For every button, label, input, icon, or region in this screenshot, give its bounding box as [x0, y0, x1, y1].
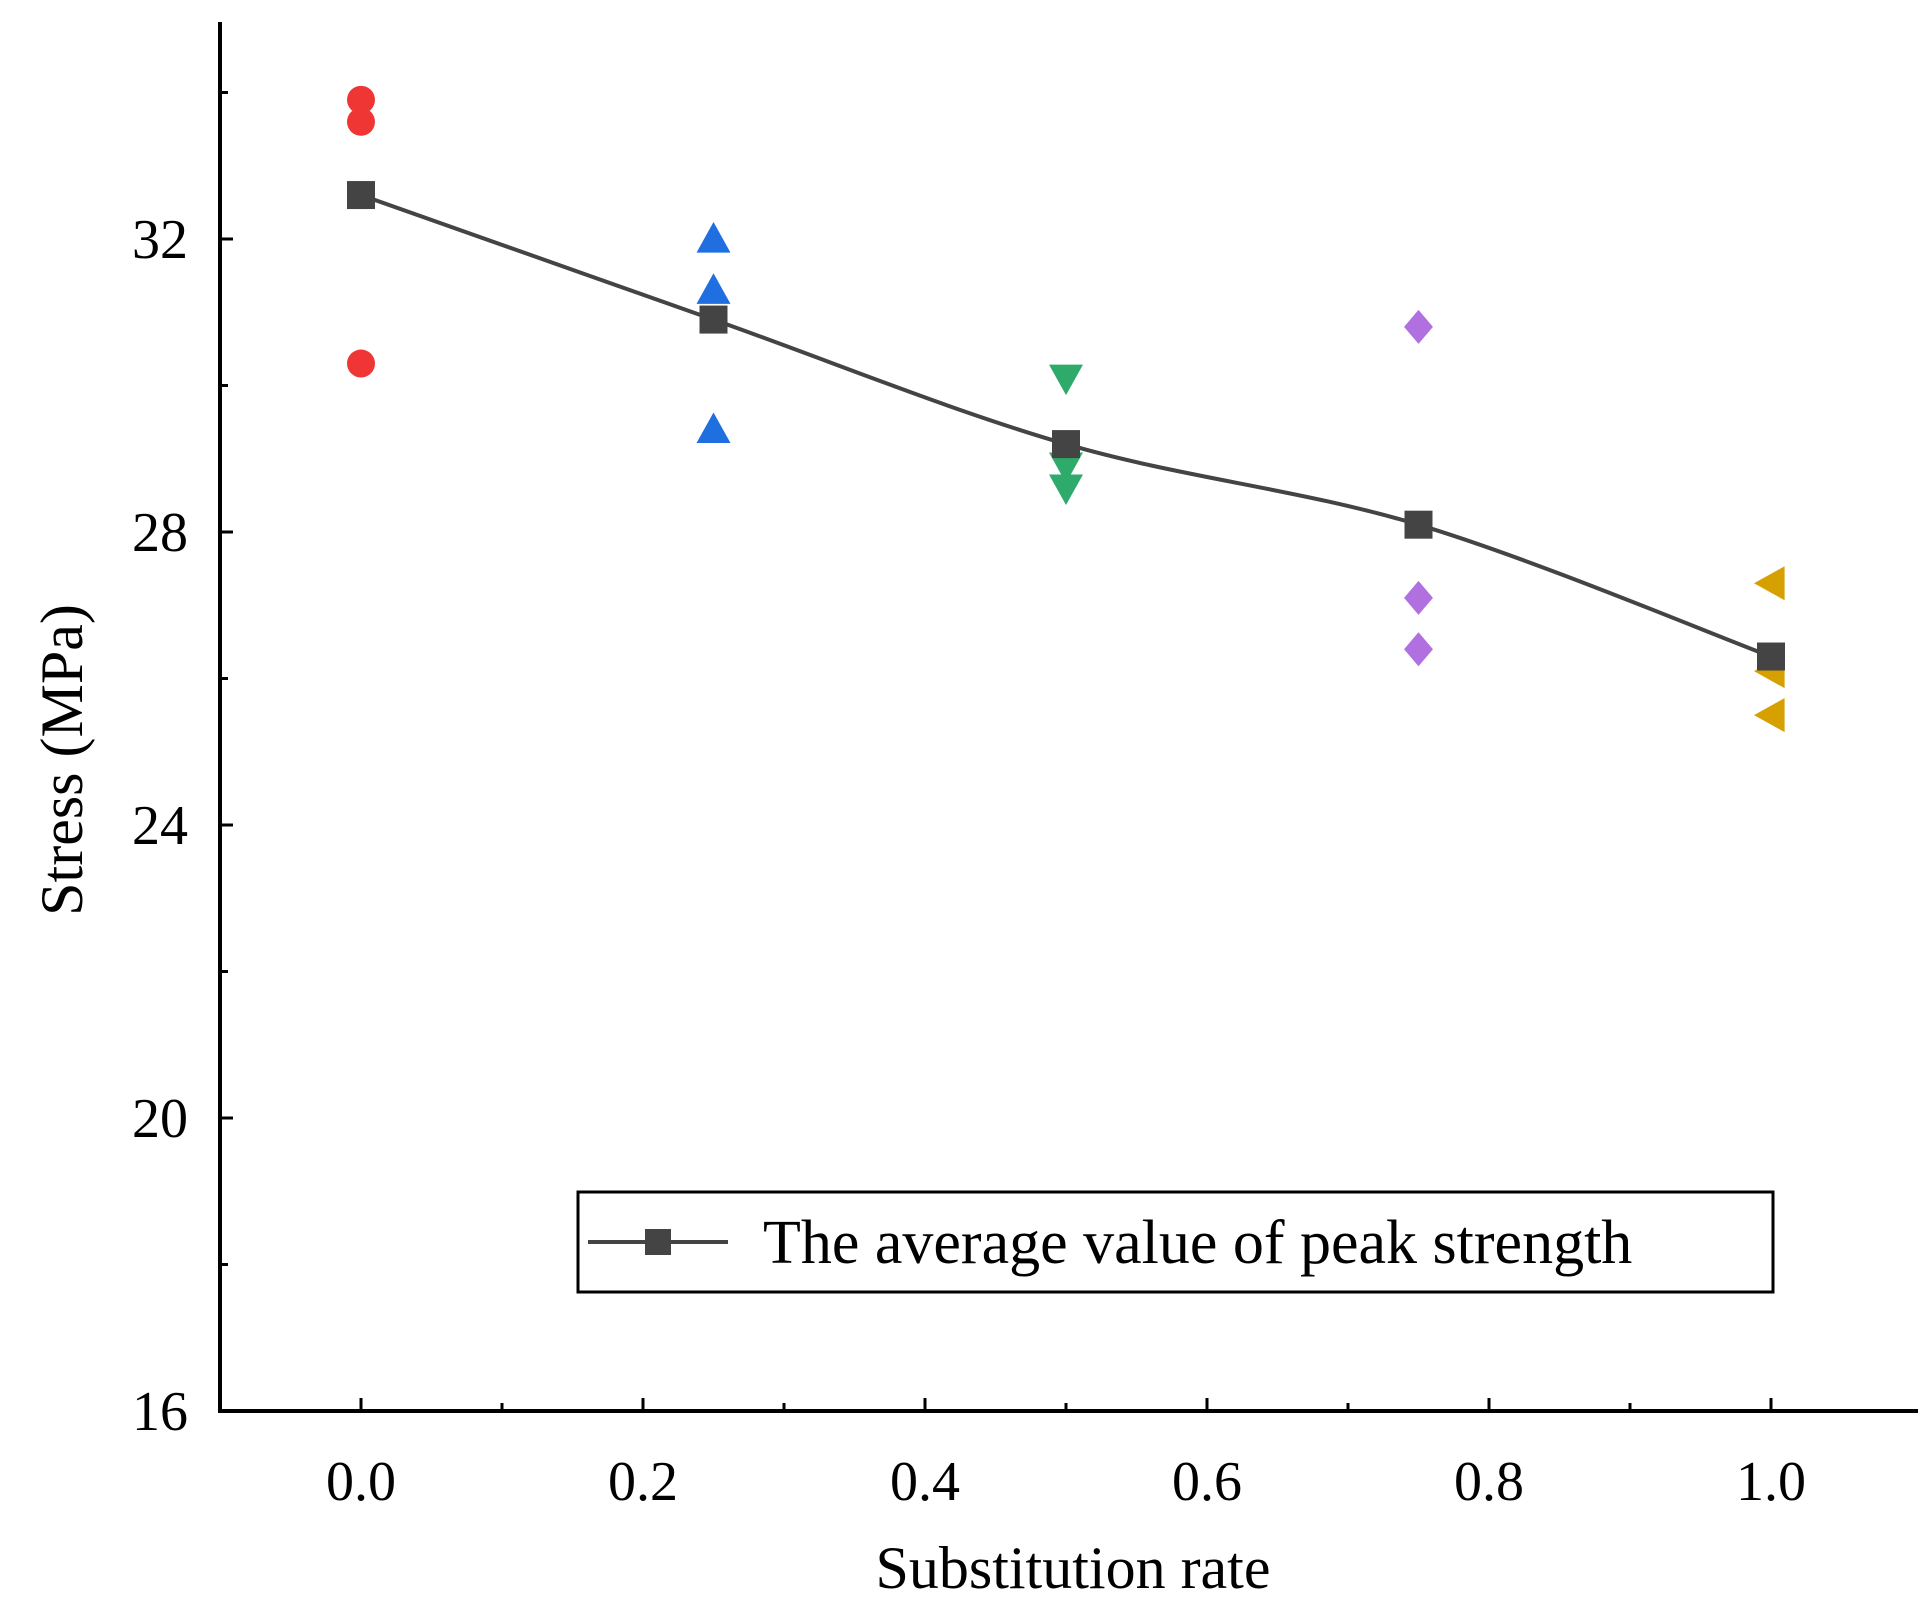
average-point [699, 305, 728, 334]
data-point-circle [347, 85, 375, 114]
tick-labels: 0.0 0.2 0.4 0.6 0.8 1.0 16 20 24 28 32 [132, 209, 1806, 1513]
average-line [360, 193, 1772, 659]
y-axis-title: Stress (MPa) [29, 604, 95, 916]
y-tick-label: 20 [132, 1088, 188, 1150]
x-tick-label: 0.4 [890, 1451, 960, 1513]
x-tick-label: 0.8 [1454, 1451, 1524, 1513]
legend-square-marker [645, 1229, 671, 1255]
x-tick-label: 0.0 [326, 1451, 396, 1513]
y-tick-label: 16 [132, 1381, 188, 1443]
y-tick-label: 28 [132, 502, 188, 564]
average-point [1757, 642, 1785, 671]
data-point-diamond [1404, 580, 1433, 615]
data-point-triangle-left [1754, 698, 1785, 733]
data-point-triangle-down [1049, 474, 1083, 506]
data-point-triangle-down [1049, 452, 1083, 484]
data-point-triangle-down [1049, 364, 1083, 396]
data-point-triangle-up [696, 273, 731, 304]
data-point-diamond [1404, 309, 1433, 344]
data-point-triangle-up [696, 222, 731, 253]
data-point-circle [347, 349, 375, 378]
average-point [1052, 430, 1080, 459]
data-point-triangle-left [1754, 566, 1785, 601]
legend-box [576, 1190, 1775, 1294]
x-tick-label: 1.0 [1736, 1451, 1806, 1513]
y-tick-label: 32 [132, 209, 188, 271]
x-tick-label: 0.6 [1172, 1451, 1242, 1513]
x-axis-title: Substitution rate [876, 1535, 1271, 1601]
average-point [1404, 510, 1433, 539]
y-tick-label: 24 [132, 795, 188, 857]
data-point-diamond [1404, 632, 1433, 667]
legend-label: The average value of peak strength [763, 1209, 1632, 1277]
data-point-triangle-up [696, 412, 731, 444]
ticks [220, 91, 1773, 1413]
plot-area [347, 85, 1785, 733]
x-tick-label: 0.2 [608, 1451, 678, 1513]
legend: The average value of peak strength [576, 1190, 1775, 1294]
average-point [347, 181, 375, 210]
data-point-circle [347, 107, 375, 136]
